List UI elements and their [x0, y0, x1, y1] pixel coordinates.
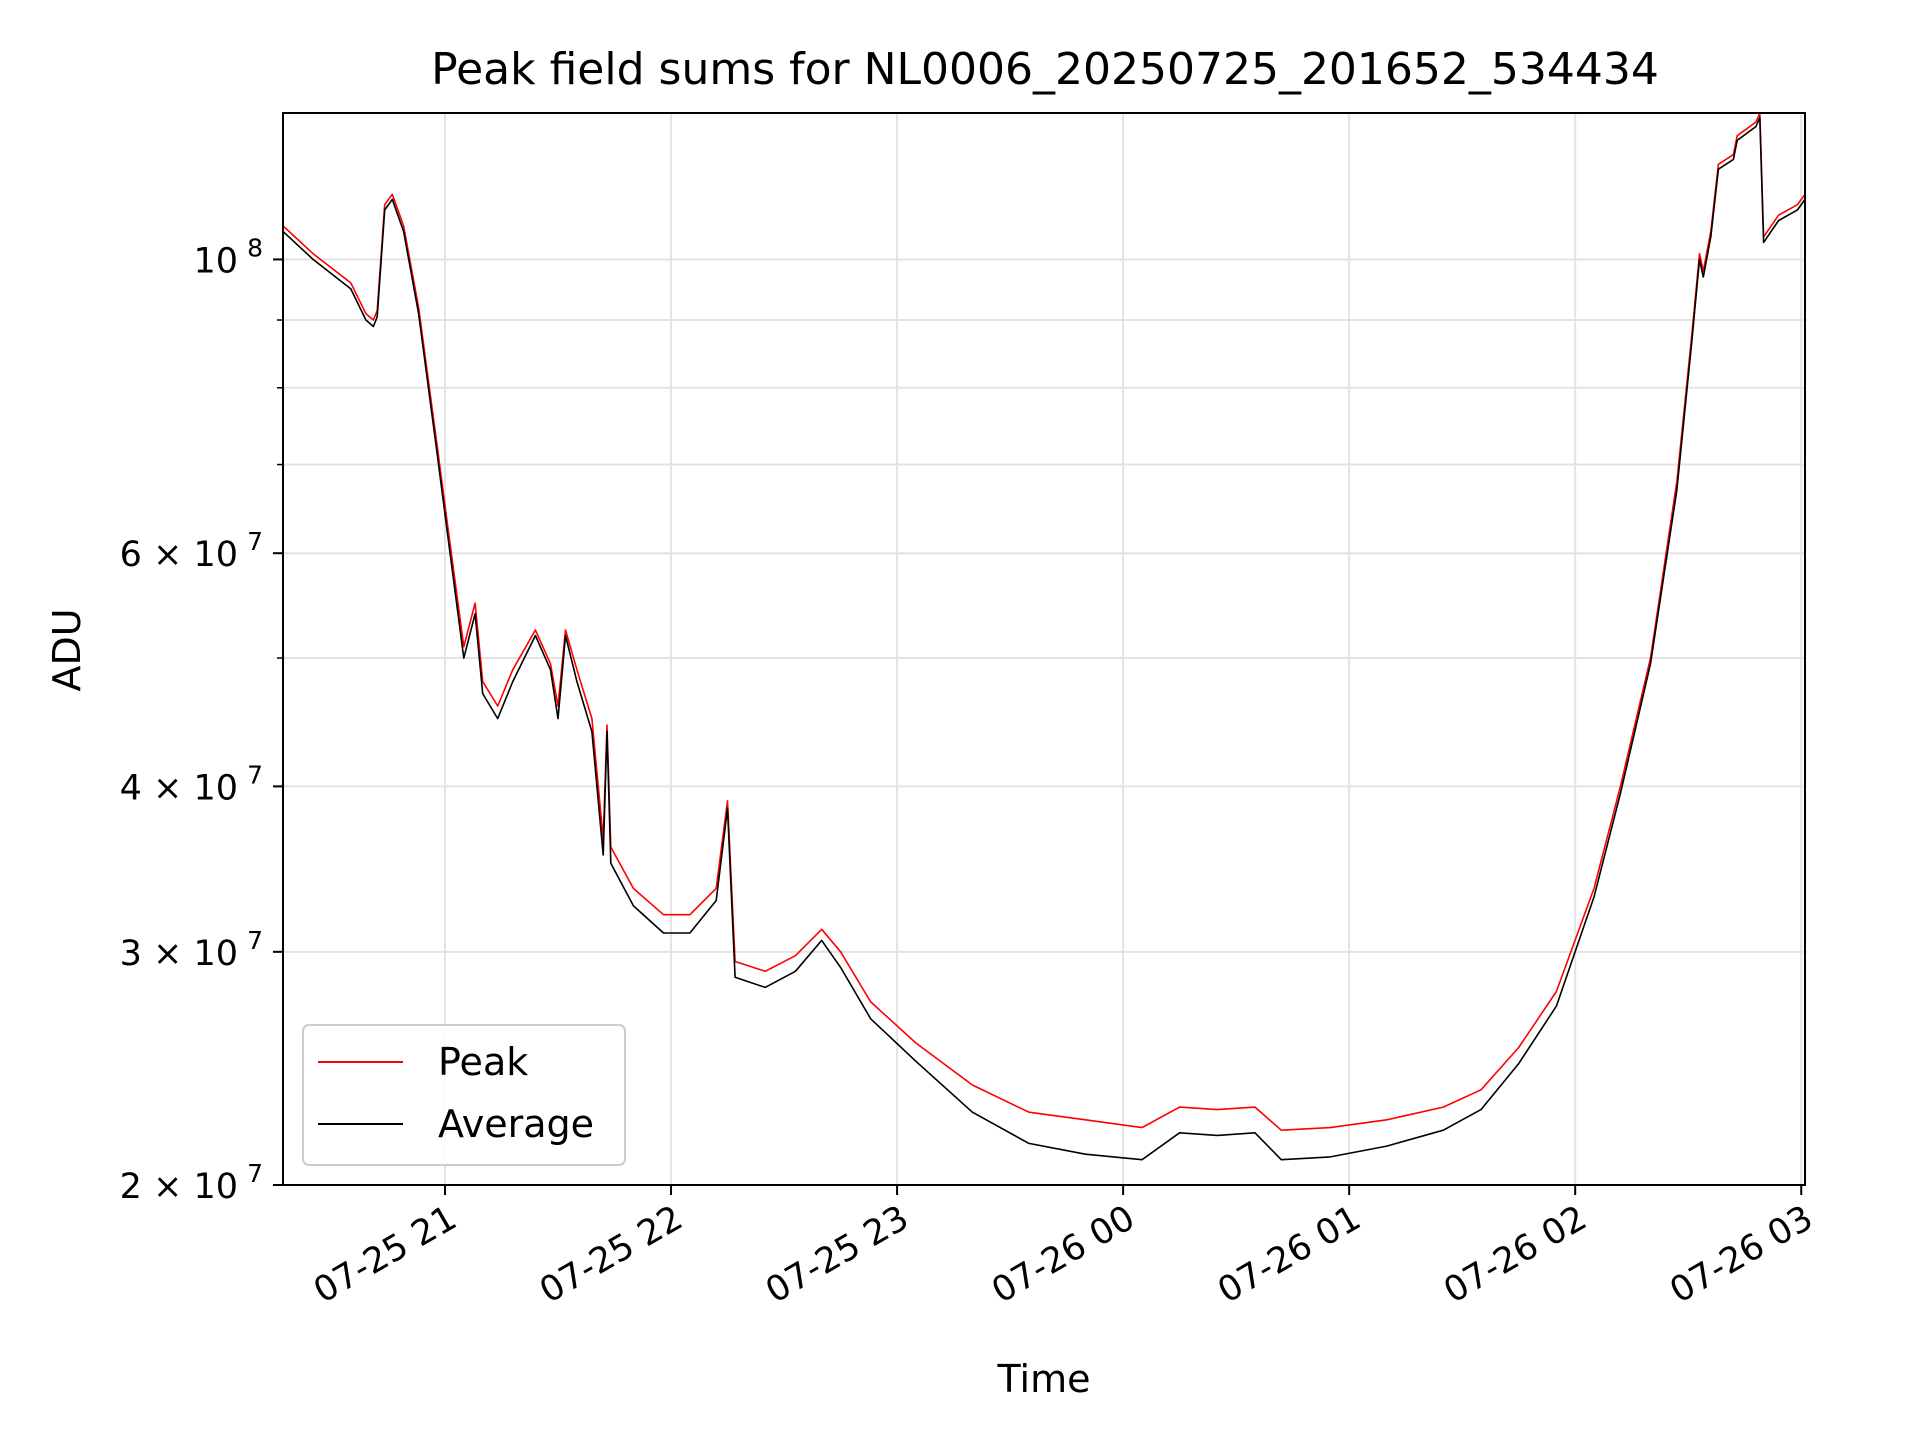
chart-title: Peak field sums for NL0006_20250725_2016…: [431, 44, 1659, 95]
y-tick-label: 3 × 10: [120, 934, 238, 974]
y-tick-label: 2 × 10: [120, 1167, 238, 1207]
legend-label-average: Average: [438, 1102, 594, 1146]
series-line-average: [282, 116, 1806, 1161]
y-axis-label: ADU: [45, 608, 89, 691]
legend-label-peak: Peak: [438, 1040, 528, 1084]
x-axis-label: Time: [997, 1357, 1091, 1401]
series-layer: [282, 112, 1806, 1161]
y-axis: 2 × 10 7 3 × 10 7 4 × 10 7 6 × 10 7 10 8: [120, 233, 283, 1207]
legend: Peak Average: [302, 1024, 626, 1166]
y-tick-label: 4 × 10: [120, 768, 238, 808]
y-tick-exponent: 7: [247, 1159, 263, 1188]
y-tick-label: 10: [193, 241, 238, 281]
y-tick-exponent: 8: [247, 233, 263, 262]
gridlines: [283, 113, 1805, 1186]
plot-frame: [282, 112, 1806, 1186]
y-tick-label: 6 × 10: [120, 535, 238, 575]
legend-box: [302, 1024, 626, 1166]
y-tick-exponent: 7: [247, 926, 263, 955]
y-tick-exponent: 7: [247, 527, 263, 556]
y-tick-exponent: 7: [247, 760, 263, 789]
